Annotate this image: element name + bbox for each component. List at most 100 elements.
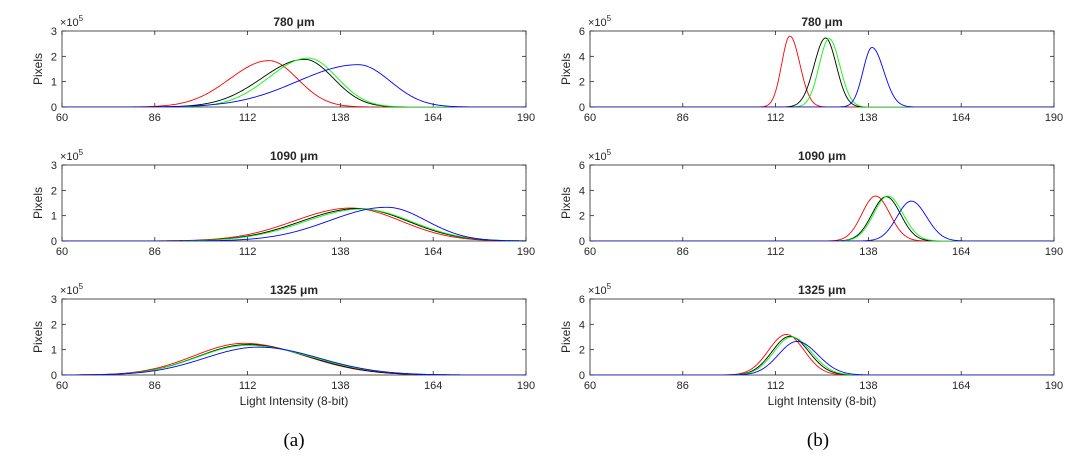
y-exponent-label: ×105: [60, 148, 84, 163]
chart-title: 1090 μm: [798, 149, 846, 163]
y-tick-label: 6: [579, 160, 585, 172]
y-exponent-label: ×105: [588, 14, 612, 29]
series-line-3: [62, 57, 526, 107]
x-tick-label: 60: [584, 380, 596, 392]
x-tick-label: 190: [517, 112, 535, 124]
x-tick-label: 112: [239, 112, 257, 124]
y-exponent-label: ×105: [588, 148, 612, 163]
chart-title: 780 μm: [273, 15, 314, 29]
x-tick-label: 164: [952, 380, 970, 392]
y-axis-label: Pixels: [31, 321, 45, 353]
x-tick-label: 138: [859, 246, 877, 258]
y-tick-label: 3: [51, 294, 57, 306]
x-tick-label: 86: [677, 112, 689, 124]
caption-a: (a): [283, 430, 304, 451]
y-tick-label: 2: [579, 345, 585, 357]
x-tick-label: 86: [677, 246, 689, 258]
series-line-4: [62, 64, 526, 107]
chart-title: 780 μm: [801, 15, 842, 29]
y-exponent-label: ×105: [60, 14, 84, 29]
series-line-4: [590, 340, 1054, 375]
y-tick-label: 4: [579, 185, 585, 197]
x-tick-label: 60: [56, 112, 68, 124]
x-tick-label: 112: [239, 246, 257, 258]
y-tick-label: 2: [579, 77, 585, 89]
x-tick-label: 112: [239, 380, 257, 392]
y-tick-label: 2: [51, 51, 57, 63]
caption-b: (b): [807, 430, 829, 451]
axes-box: [61, 298, 527, 376]
x-tick-label: 60: [56, 380, 68, 392]
x-tick-label: 164: [952, 112, 970, 124]
y-tick-label: 4: [579, 319, 585, 331]
chart-panel-6: 60 86 112 138 164 190 0 2 4 6×105 1325 μm Pixels Lig…: [559, 282, 1063, 408]
x-tick-label: 86: [149, 246, 161, 258]
series-line-2: [590, 335, 1054, 375]
x-tick-label: 86: [149, 380, 161, 392]
x-axis-label: Light Intensity (8-bit): [240, 394, 349, 408]
axes-box: [589, 298, 1055, 376]
y-tick-label: 1: [51, 345, 57, 357]
y-tick-label: 1: [51, 211, 57, 223]
x-tick-label: 164: [424, 380, 442, 392]
y-axis-label: Pixels: [559, 53, 573, 85]
y-tick-label: 3: [51, 160, 57, 172]
x-tick-label: 138: [859, 112, 877, 124]
chart-panel-3: 60 86 112 138 164 190 0 1 2 3×105 1090 μm Pixels: [31, 148, 535, 258]
axes-box: [61, 164, 527, 242]
y-tick-label: 0: [579, 236, 585, 248]
y-tick-label: 0: [579, 370, 585, 382]
series-line-1: [590, 334, 1054, 375]
x-axis-label: Light Intensity (8-bit): [768, 394, 877, 408]
y-tick-label: 3: [51, 26, 57, 38]
series-line-3: [590, 336, 1054, 375]
series-line-2: [590, 37, 1054, 107]
x-tick-label: 190: [1045, 112, 1063, 124]
chart-title: 1090 μm: [270, 149, 318, 163]
x-tick-label: 112: [767, 246, 785, 258]
axes-box: [61, 30, 527, 108]
y-tick-label: 0: [51, 236, 57, 248]
chart-title: 1325 μm: [798, 283, 846, 297]
y-axis-label: Pixels: [31, 187, 45, 219]
y-exponent-label: ×105: [60, 282, 84, 297]
x-tick-label: 190: [1045, 380, 1063, 392]
x-tick-label: 164: [952, 246, 970, 258]
y-tick-label: 0: [51, 102, 57, 114]
x-tick-label: 60: [56, 246, 68, 258]
y-tick-label: 0: [51, 370, 57, 382]
y-axis-label: Pixels: [559, 321, 573, 353]
y-tick-label: 1: [51, 77, 57, 89]
chart-panel-1: 60 86 112 138 164 190 0 1 2 3×105 780 μm Pixels: [31, 14, 535, 124]
y-tick-label: 6: [579, 26, 585, 38]
series-line-3: [590, 38, 1054, 107]
x-tick-label: 190: [517, 380, 535, 392]
y-tick-label: 4: [579, 51, 585, 63]
y-exponent-label: ×105: [588, 282, 612, 297]
x-tick-label: 138: [859, 380, 877, 392]
x-tick-label: 112: [767, 112, 785, 124]
x-tick-label: 164: [424, 112, 442, 124]
x-tick-label: 138: [331, 246, 349, 258]
x-tick-label: 86: [149, 112, 161, 124]
y-tick-label: 0: [579, 102, 585, 114]
chart-panel-4: 60 86 112 138 164 190 0 2 4 6×105 1090 μm Pixels: [559, 148, 1063, 258]
x-tick-label: 86: [677, 380, 689, 392]
x-tick-label: 60: [584, 246, 596, 258]
y-axis-label: Pixels: [559, 187, 573, 219]
series-line-4: [62, 346, 526, 375]
x-tick-label: 190: [517, 246, 535, 258]
chart-panel-2: 60 86 112 138 164 190 0 2 4 6×105 780 μm Pixels: [559, 14, 1063, 124]
chart-panel-5: 60 86 112 138 164 190 0 1 2 3×105 1325 μm Pixels Lig…: [31, 282, 535, 408]
chart-title: 1325 μm: [270, 283, 318, 297]
x-tick-label: 138: [331, 112, 349, 124]
x-tick-label: 112: [767, 380, 785, 392]
y-tick-label: 6: [579, 294, 585, 306]
x-tick-label: 164: [424, 246, 442, 258]
x-tick-label: 60: [584, 112, 596, 124]
y-axis-label: Pixels: [31, 53, 45, 85]
y-tick-label: 2: [579, 211, 585, 223]
x-tick-label: 190: [1045, 246, 1063, 258]
